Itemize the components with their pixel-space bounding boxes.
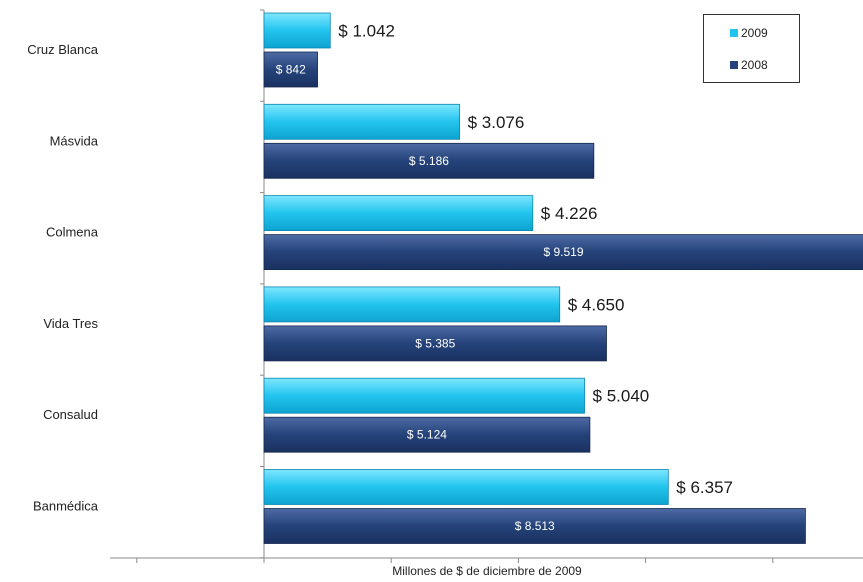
- data-label-2008: $ 5.385: [415, 336, 455, 350]
- legend-swatch-2008: [730, 61, 738, 69]
- axes: [110, 9, 863, 563]
- data-label-2009: $ 5.040: [593, 387, 650, 406]
- bar-2009: [263, 12, 331, 49]
- data-label-2009: $ 3.076: [468, 113, 525, 132]
- legend-item-2009: 2009: [730, 26, 768, 40]
- bar-2008: [263, 51, 318, 88]
- bars: [263, 12, 863, 544]
- data-label-2008: $ 5.124: [407, 428, 447, 442]
- bar-2009: [263, 195, 534, 232]
- data-label-2009: $ 1.042: [338, 22, 395, 41]
- category-label: Cruz Blanca: [27, 42, 99, 57]
- data-label-2008: $ 842: [276, 63, 306, 77]
- bar-2008: [263, 142, 595, 179]
- bar-2008: [263, 325, 607, 362]
- legend-item-2008: 2008: [730, 58, 768, 72]
- data-label-2008: $ 8.513: [515, 519, 555, 533]
- data-label-2008: $ 9.519: [543, 245, 583, 259]
- bar-2009: [263, 286, 561, 323]
- category-label: Consalud: [43, 407, 98, 422]
- bar-2009: [263, 469, 669, 505]
- legend-swatch-2009: [730, 29, 738, 37]
- legend: 2009 2008: [703, 14, 800, 83]
- bar-2008: [263, 234, 863, 271]
- bar-2008: [263, 416, 591, 453]
- data-label-2009: $ 4.650: [568, 295, 625, 314]
- data-label-2009: $ 6.357: [676, 478, 733, 497]
- category-label: Másvida: [50, 133, 99, 148]
- data-label-2008: $ 5.186: [409, 154, 449, 168]
- labels: Cruz Blanca $ 1.042 $ 842 Másvida $ 3.076 $ 5…: [27, 22, 733, 534]
- bar-2009: [263, 377, 585, 414]
- bar-2008: [263, 508, 806, 544]
- category-label: Vida Tres: [43, 316, 98, 331]
- category-label: Banmédica: [33, 499, 99, 514]
- bar-2009: [263, 103, 461, 140]
- legend-label-2009: 2009: [741, 26, 768, 40]
- legend-label-2008: 2008: [741, 58, 768, 72]
- data-label-2009: $ 4.226: [541, 204, 598, 223]
- category-label: Colmena: [46, 225, 99, 240]
- x-axis-label: Millones de $ de diciembre de 2009: [392, 564, 582, 578]
